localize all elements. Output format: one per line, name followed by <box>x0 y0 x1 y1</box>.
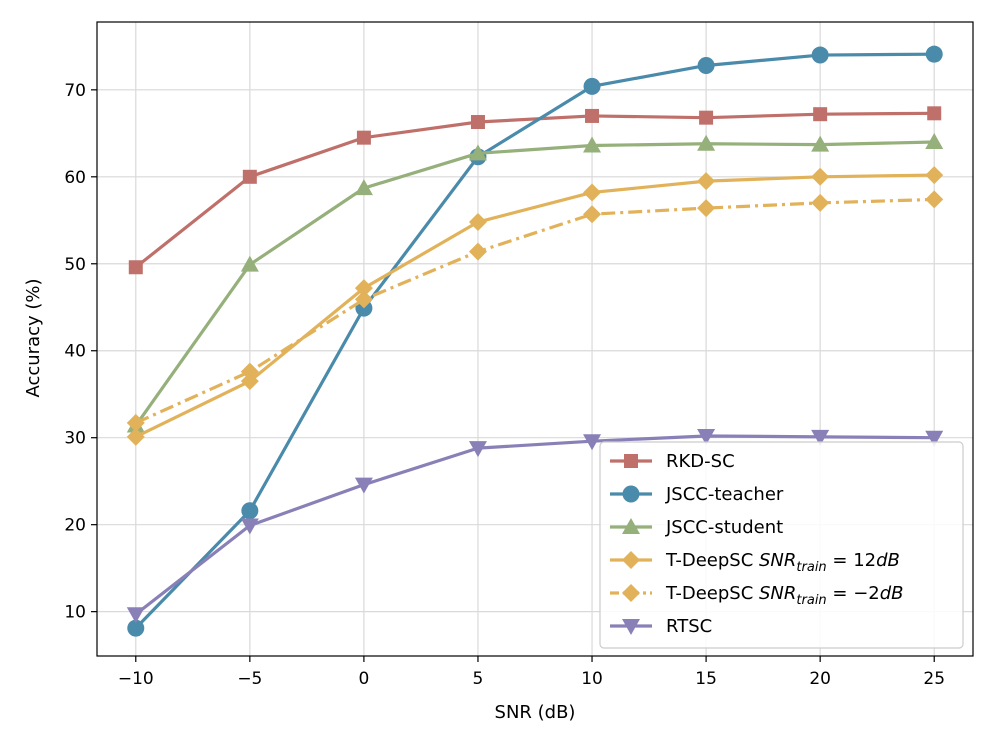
data-point-t-deepsc-12 <box>697 172 716 191</box>
data-point-jscc-teacher <box>241 502 259 520</box>
data-point-rkd-sc <box>356 130 371 145</box>
series-line-jscc-teacher <box>134 52 935 630</box>
data-point-jscc-teacher <box>583 77 601 95</box>
y-tick-label: 30 <box>64 429 86 449</box>
x-axis-title: SNR (dB) <box>495 702 576 723</box>
data-point-rtsc <box>240 518 259 535</box>
data-point-t-deepsc-m2 <box>240 362 259 381</box>
data-point-t-deepsc-m2 <box>583 205 602 224</box>
data-point-rkd-sc <box>470 115 485 130</box>
data-point-jscc-teacher <box>925 45 943 63</box>
data-point-rtsc <box>468 441 487 458</box>
series-line-rkd-sc <box>134 111 935 269</box>
series-t-deepsc-12 <box>126 166 944 446</box>
legend-marker-t-deepsc-12 <box>622 551 640 569</box>
data-point-t-deepsc-12 <box>468 213 487 232</box>
series-jscc-teacher <box>127 45 943 637</box>
series-t-deepsc-m2 <box>126 190 944 432</box>
legend-marker-rkd-sc <box>624 454 638 468</box>
data-point-rkd-sc <box>242 169 257 184</box>
series-line-t-deepsc-m2 <box>135 197 935 425</box>
legend-label-rkd-sc: RKD-SC <box>666 451 735 472</box>
data-point-t-deepsc-m2 <box>468 242 487 261</box>
data-point-t-deepsc-m2 <box>697 199 716 218</box>
legend: RKD-SC JSCC-teacher JSCC-student T-DeepSC S… <box>599 441 964 649</box>
data-point-jscc-student <box>811 135 830 152</box>
legend-label-t-deepsc-12: T-DeepSC SNRtrain = 12dB <box>665 550 900 575</box>
x-tick-label: 5 <box>473 669 484 689</box>
series-line-rtsc <box>134 434 935 616</box>
series-line-jscc-student <box>134 140 935 427</box>
data-point-t-deepsc-m2 <box>811 193 830 212</box>
legend-marker-jscc-student <box>622 518 640 534</box>
legend-marker-t-deepsc-m2 <box>622 584 640 602</box>
data-point-rtsc <box>925 430 944 447</box>
axis-ticks: −10 −5 0 5 10 15 20 25 10 20 30 40 50 60 70 <box>64 81 945 689</box>
data-point-t-deepsc-m2 <box>354 290 373 309</box>
series-layer <box>126 45 944 637</box>
data-point-t-deepsc-12 <box>240 372 259 391</box>
y-tick-label: 70 <box>64 81 86 101</box>
data-point-t-deepsc-12 <box>354 279 373 298</box>
y-tick-label: 40 <box>64 342 86 362</box>
data-point-rkd-sc <box>128 260 143 275</box>
legend-label-rtsc: RTSC <box>666 616 712 637</box>
legend-marker-jscc-teacher <box>622 485 640 503</box>
x-tick-label: 15 <box>695 669 717 689</box>
data-point-jscc-teacher <box>811 46 829 64</box>
data-point-t-deepsc-m2 <box>126 413 145 432</box>
data-point-t-deepsc-12 <box>925 166 944 185</box>
y-tick-label: 60 <box>64 168 86 188</box>
data-point-jscc-student <box>468 144 487 161</box>
data-point-rtsc <box>354 477 373 494</box>
legend-label-t-deepsc-m2: T-DeepSC SNRtrain = −2dB <box>665 583 904 608</box>
y-tick-label: 20 <box>64 516 86 536</box>
data-point-t-deepsc-12 <box>126 427 145 446</box>
plot-frame <box>96 21 974 657</box>
x-tick-label: −10 <box>118 669 154 689</box>
x-tick-label: −5 <box>237 669 262 689</box>
x-tick-label: 10 <box>581 669 603 689</box>
data-point-jscc-teacher <box>127 619 145 637</box>
y-tick-label: 10 <box>64 603 86 623</box>
series-rtsc <box>126 428 944 624</box>
data-point-rtsc <box>583 434 602 451</box>
series-rkd-sc <box>128 106 942 275</box>
data-point-rtsc <box>697 428 716 445</box>
data-point-jscc-student <box>583 136 602 153</box>
data-point-t-deepsc-12 <box>811 167 830 186</box>
data-point-t-deepsc-m2 <box>925 190 944 209</box>
data-point-rkd-sc <box>927 106 942 121</box>
y-axis-title: Accuracy (%) <box>23 278 44 397</box>
legend-label-jscc-teacher: JSCC-teacher <box>665 484 784 505</box>
data-point-jscc-student <box>354 179 373 196</box>
data-point-t-deepsc-12 <box>583 183 602 202</box>
data-point-rtsc <box>126 607 145 624</box>
data-point-rkd-sc <box>699 110 714 125</box>
x-tick-label: 20 <box>809 669 831 689</box>
data-point-rkd-sc <box>585 108 600 123</box>
x-tick-label: 0 <box>358 669 369 689</box>
data-point-jscc-student <box>925 133 944 150</box>
legend-box <box>599 441 964 649</box>
data-point-jscc-student <box>697 134 716 151</box>
series-line-t-deepsc-12 <box>135 173 935 439</box>
data-point-jscc-teacher <box>697 56 715 74</box>
data-point-rtsc <box>811 429 830 446</box>
data-point-rkd-sc <box>813 107 828 122</box>
legend-marker-rtsc <box>622 619 640 635</box>
x-tick-label: 25 <box>923 669 945 689</box>
legend-label-jscc-student: JSCC-student <box>665 517 783 538</box>
y-tick-label: 50 <box>64 255 86 275</box>
data-point-jscc-student <box>240 255 259 272</box>
